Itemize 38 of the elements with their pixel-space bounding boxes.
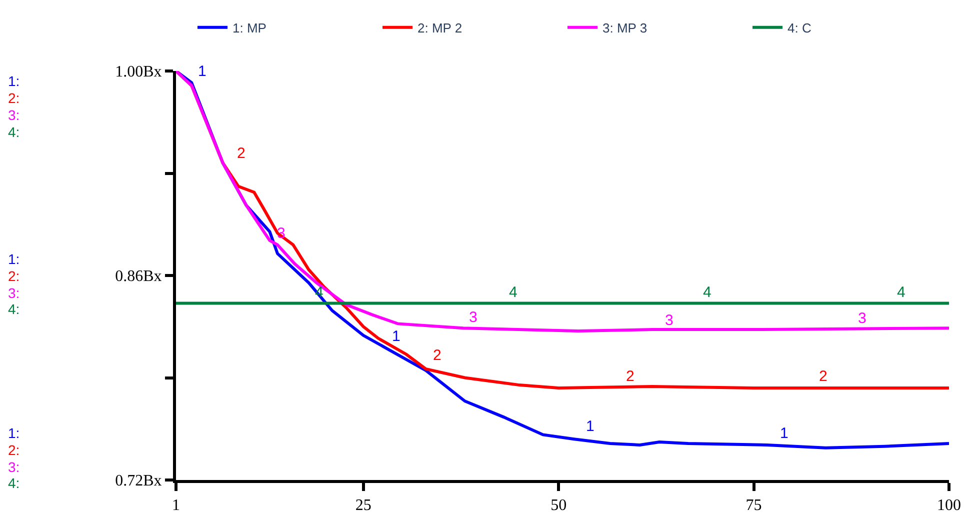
annotation: 1 [198, 63, 206, 80]
annotation: 4 [897, 284, 906, 301]
legend-label: 4: C [788, 20, 812, 36]
x-tick-label: 1 [172, 497, 180, 514]
y-tick-label: 0.72Bx [115, 472, 162, 490]
text: 4: [8, 124, 20, 140]
text: 4: [8, 475, 20, 491]
x-tick-label: 100 [937, 497, 961, 514]
x-tick-label: 50 [550, 497, 567, 514]
text: 2: [8, 90, 20, 106]
annotation: 4 [703, 284, 712, 301]
text: 4: [8, 301, 20, 317]
text: 3: [8, 285, 20, 301]
legend-label: 1: MP [232, 20, 266, 36]
annotation: 3 [858, 310, 866, 327]
legend-label: 3: MP 3 [602, 20, 648, 36]
text: 1: [8, 251, 20, 267]
text: 1: [8, 425, 20, 441]
annotation: 1 [780, 425, 788, 442]
annotation: 3 [665, 312, 674, 329]
annotation: 2 [626, 368, 634, 385]
y-tick-label: 1.00Bx [115, 64, 162, 81]
annotation: 4 [509, 284, 518, 301]
annotation: 2 [819, 368, 828, 385]
x-tick-label: 75 [746, 497, 762, 514]
y-tick-label: 0.86Bx [115, 268, 162, 286]
text: 2: [8, 442, 20, 458]
annotation: 1 [586, 418, 594, 435]
annotation: 1 [392, 328, 400, 345]
legend-label: 2: MP 2 [418, 20, 462, 36]
annotation: 2 [237, 145, 246, 162]
text: 2: [8, 268, 20, 284]
text: 3: [8, 459, 20, 475]
text: 1: [8, 73, 20, 89]
x-tick-label: 25 [355, 497, 372, 514]
annotation: 2 [433, 347, 442, 364]
annotation: 3 [469, 309, 478, 326]
text: 3: [8, 107, 20, 123]
